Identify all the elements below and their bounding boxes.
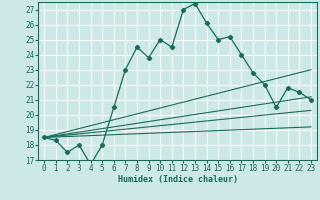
X-axis label: Humidex (Indice chaleur): Humidex (Indice chaleur) [118, 175, 238, 184]
